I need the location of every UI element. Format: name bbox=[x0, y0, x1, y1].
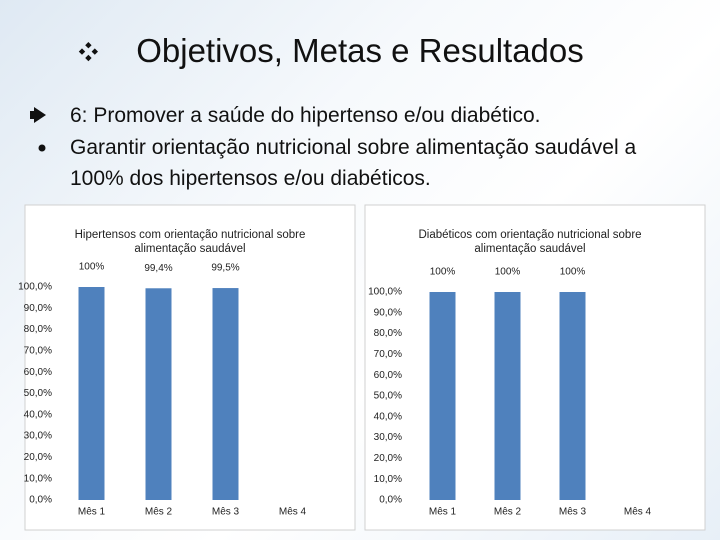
y-tick-label: 40,0% bbox=[374, 411, 402, 422]
value-label: 99,5% bbox=[211, 263, 239, 274]
y-tick-label: 20,0% bbox=[24, 452, 52, 463]
bar bbox=[429, 292, 456, 500]
x-tick-label: Mês 1 bbox=[78, 507, 106, 518]
y-tick-label: 30,0% bbox=[374, 432, 402, 443]
value-label: 100% bbox=[495, 267, 521, 278]
y-tick-label: 30,0% bbox=[24, 431, 52, 442]
bullet-text: Garantir orientação nutricional sobre al… bbox=[70, 136, 637, 190]
y-tick-label: 40,0% bbox=[24, 409, 52, 420]
y-tick-label: 100,0% bbox=[368, 287, 402, 298]
chart-title: Hipertensos com orientação nutricional s… bbox=[74, 229, 306, 255]
x-tick-label: Mês 2 bbox=[494, 507, 522, 518]
value-label: 100% bbox=[79, 262, 105, 273]
chart-title: Diabéticos com orientação nutricional so… bbox=[418, 229, 642, 255]
arrow-bullet bbox=[30, 107, 46, 123]
bar bbox=[145, 288, 172, 500]
y-tick-label: 60,0% bbox=[374, 370, 402, 381]
x-tick-label: Mês 3 bbox=[559, 507, 587, 518]
x-tick-label: Mês 1 bbox=[429, 507, 457, 518]
y-tick-label: 70,0% bbox=[374, 349, 402, 360]
x-tick-label: Mês 4 bbox=[624, 507, 652, 518]
y-tick-label: 50,0% bbox=[24, 388, 52, 399]
bar bbox=[494, 292, 521, 500]
y-tick-label: 60,0% bbox=[24, 367, 52, 378]
y-tick-label: 20,0% bbox=[374, 453, 402, 464]
title-bullet-icon bbox=[78, 42, 98, 62]
value-label: 100% bbox=[430, 267, 456, 278]
y-tick-label: 50,0% bbox=[374, 391, 402, 402]
y-tick-label: 100,0% bbox=[18, 282, 52, 293]
y-tick-label: 90,0% bbox=[24, 303, 52, 314]
y-tick-label: 70,0% bbox=[24, 346, 52, 357]
slide-title: Objetivos, Metas e Resultados bbox=[136, 32, 584, 69]
y-tick-label: 10,0% bbox=[374, 474, 402, 485]
bullet-text: 6: Promover a saúde do hipertenso e/ou d… bbox=[70, 104, 541, 127]
value-label: 99,4% bbox=[144, 263, 172, 274]
y-tick-label: 90,0% bbox=[374, 307, 402, 318]
bar bbox=[559, 292, 586, 500]
x-tick-label: Mês 2 bbox=[145, 507, 173, 518]
value-label: 100% bbox=[560, 267, 586, 278]
chart-panel bbox=[364, 204, 706, 531]
x-tick-label: Mês 4 bbox=[279, 507, 307, 518]
x-tick-label: Mês 3 bbox=[212, 507, 240, 518]
y-tick-label: 0,0% bbox=[379, 495, 402, 506]
y-tick-label: 10,0% bbox=[24, 473, 52, 484]
dot-bullet bbox=[38, 144, 46, 152]
bar bbox=[212, 288, 239, 500]
bar bbox=[78, 287, 105, 500]
y-tick-label: 80,0% bbox=[374, 328, 402, 339]
y-tick-label: 0,0% bbox=[29, 495, 52, 506]
y-tick-label: 80,0% bbox=[24, 324, 52, 335]
